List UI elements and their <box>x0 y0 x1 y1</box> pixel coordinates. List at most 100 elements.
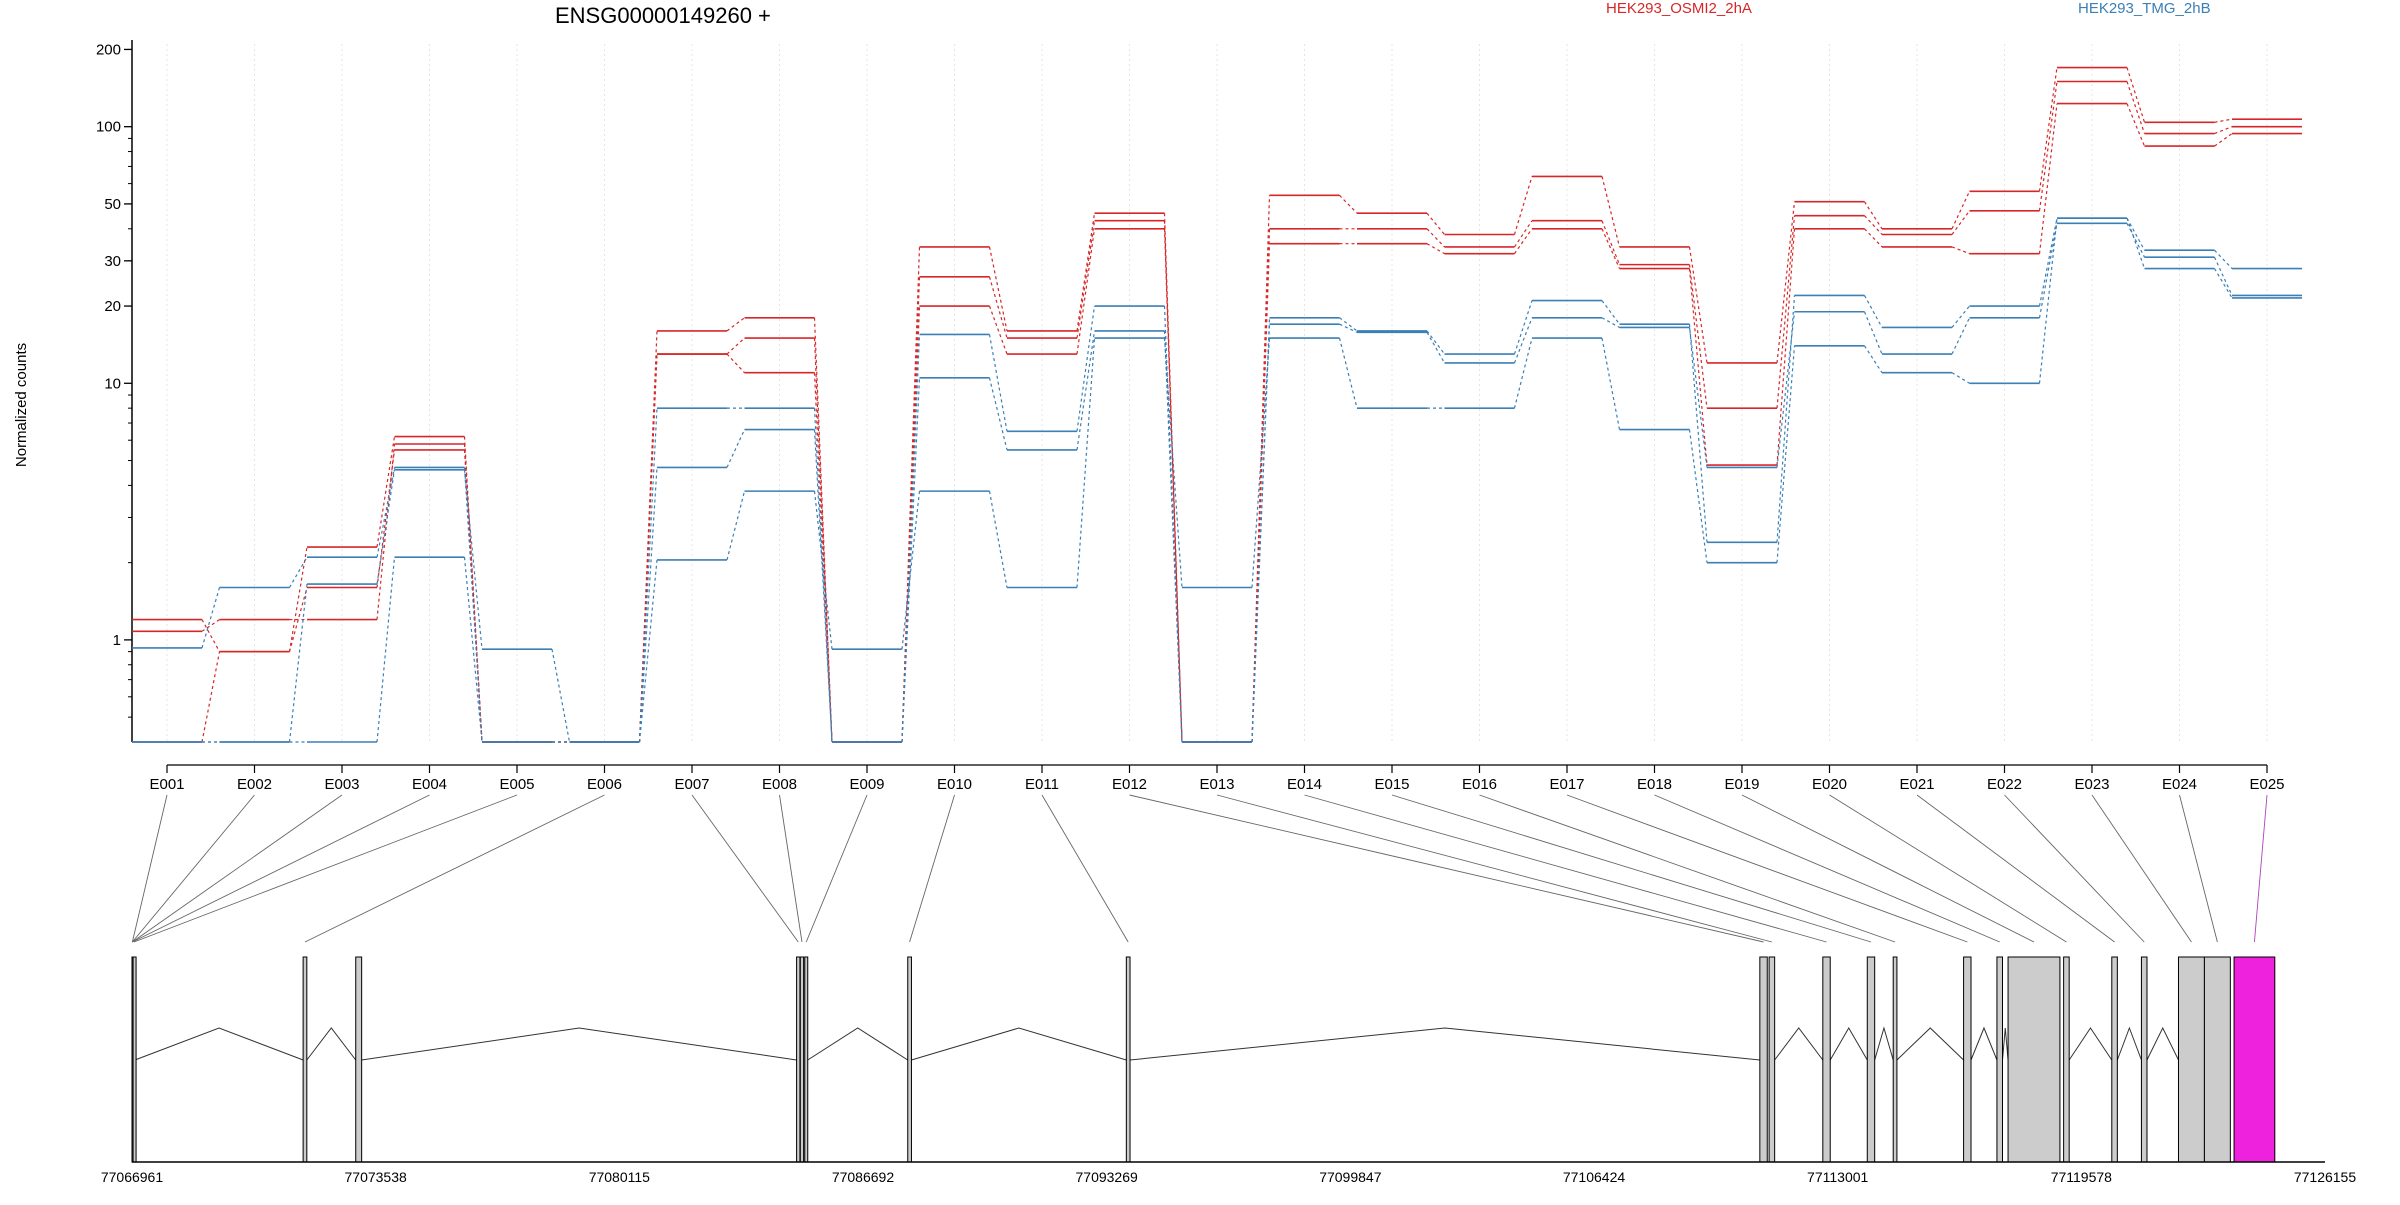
legend-entry: HEK293_TMG_2hB <box>2078 0 2211 17</box>
data-connector <box>638 559 658 743</box>
x-tick-label: E012 <box>1112 776 1147 793</box>
chart-title: ENSG00000149260 + <box>555 3 771 28</box>
exon-box <box>2063 956 2070 1163</box>
exon-connector <box>133 794 518 943</box>
exon-box <box>907 956 912 1163</box>
data-connector <box>1163 338 1183 588</box>
data-connector <box>813 408 833 743</box>
data-connector <box>1339 317 1358 332</box>
coord-tick-label: 77086692 <box>832 1169 895 1185</box>
exon-box <box>355 956 363 1163</box>
exon-connector <box>1041 794 1129 943</box>
data-connector <box>1776 345 1796 563</box>
data-connector <box>1076 220 1096 339</box>
exon-connector <box>132 794 430 943</box>
coord-tick-label: 77066961 <box>101 1169 164 1185</box>
data-connector <box>1688 264 1708 409</box>
exon-box <box>302 956 308 1163</box>
data-connector <box>726 317 745 332</box>
data-connector <box>988 246 1008 332</box>
intron-line <box>2068 1027 2113 1061</box>
series-line <box>132 217 2302 743</box>
coord-tick-label: 77093269 <box>1076 1169 1139 1185</box>
data-connector <box>1251 195 1271 743</box>
data-connector <box>2126 217 2146 269</box>
data-connector <box>988 334 1008 432</box>
data-connector <box>376 436 396 548</box>
x-tick-label: E018 <box>1637 776 1672 793</box>
x-tick-label: E024 <box>2162 776 2197 793</box>
data-connector <box>2126 103 2146 147</box>
exon-connector <box>1829 794 2067 943</box>
x-tick-label: E013 <box>1199 776 1234 793</box>
y-tick-label: 100 <box>96 119 121 136</box>
data-connector <box>463 469 483 650</box>
exon-box <box>2140 956 2148 1163</box>
intron-line <box>1774 1027 1824 1061</box>
x-tick-label: E014 <box>1287 776 1322 793</box>
intron-line <box>1129 1027 1760 1061</box>
exon-box <box>1125 956 1131 1163</box>
exon-box <box>1866 956 1876 1163</box>
x-tick-label: E020 <box>1812 776 1847 793</box>
x-tick-label: E002 <box>237 776 272 793</box>
data-connector <box>1776 311 1796 468</box>
data-connector <box>1863 345 1883 373</box>
data-connector <box>1601 337 1621 430</box>
y-tick-label: 1 <box>113 632 121 649</box>
data-connector <box>2126 67 2146 123</box>
exon-box <box>1822 956 1831 1163</box>
data-connector <box>1514 228 1533 255</box>
x-tick-label: E025 <box>2249 776 2284 793</box>
intron-line <box>807 1027 909 1061</box>
data-connector <box>1688 429 1708 563</box>
y-axis-label: Normalized counts <box>13 343 30 467</box>
data-connector <box>1076 305 1096 432</box>
data-connector <box>813 429 833 743</box>
x-tick-label: E010 <box>937 776 972 793</box>
data-connector <box>288 584 308 743</box>
data-connector <box>1951 317 1971 355</box>
data-connector <box>901 377 921 743</box>
data-connector <box>1251 228 1271 743</box>
data-connector <box>288 587 308 652</box>
exon-box <box>804 956 809 1163</box>
exon-connector <box>691 794 799 943</box>
data-connector <box>1251 338 1271 588</box>
data-connector <box>1339 194 1358 214</box>
data-connector <box>2038 218 2058 384</box>
intron-line <box>2116 1026 2142 1061</box>
data-connector <box>2126 223 2146 258</box>
data-connector <box>201 651 221 743</box>
exon-connector <box>2091 794 2192 943</box>
y-tick-label: 200 <box>96 41 121 58</box>
data-connector <box>2038 67 2058 192</box>
data-connector <box>2038 218 2058 307</box>
coord-tick-label: 77099847 <box>1319 1169 1382 1185</box>
data-connector <box>726 429 746 468</box>
exon-box <box>796 956 801 1163</box>
data-connector <box>1426 332 1446 364</box>
x-tick-label: E008 <box>762 776 797 793</box>
data-connector <box>1338 337 1358 409</box>
x-tick-label: E015 <box>1374 776 1409 793</box>
legend: HEK293_OSMI2_2hA HEK293_TMG_2hB <box>1606 0 2211 17</box>
exon-connector <box>304 794 605 943</box>
data-connector <box>2126 81 2146 134</box>
exon-connector <box>805 794 868 943</box>
data-connector <box>1951 305 1970 328</box>
data-connector <box>1251 324 1271 743</box>
data-connector <box>1776 295 1796 543</box>
data-connector <box>2214 118 2233 123</box>
data-connector <box>2213 268 2233 299</box>
data-connector <box>1076 330 1096 450</box>
data-connector <box>1863 201 1883 230</box>
x-tick-label: E007 <box>674 776 709 793</box>
data-connector <box>201 619 221 652</box>
exon-box <box>2111 956 2118 1163</box>
data-connector <box>726 490 746 561</box>
data-connector <box>638 354 658 743</box>
data-connector <box>376 467 396 558</box>
data-connector <box>726 353 745 374</box>
